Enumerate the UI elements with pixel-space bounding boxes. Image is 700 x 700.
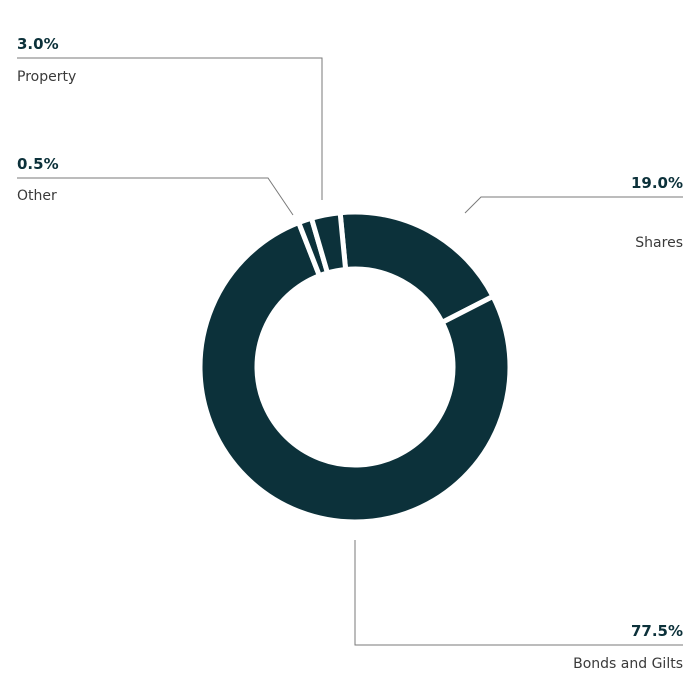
label-name-shares: Shares xyxy=(635,235,683,251)
leader-line-bonds xyxy=(354,540,683,646)
label-value-other: 0.5% xyxy=(17,155,59,173)
label-value-property: 3.0% xyxy=(17,35,59,53)
label-name-property: Property xyxy=(17,69,76,85)
label-name-bonds: Bonds and Gilts xyxy=(573,656,683,672)
label-name-other: Other xyxy=(17,188,57,204)
leader-line-property xyxy=(17,57,323,200)
leader-line-shares xyxy=(464,196,683,214)
slice-bonds-and-gilts xyxy=(197,219,513,525)
label-value-shares: 19.0% xyxy=(631,174,683,192)
slice-property xyxy=(308,209,349,277)
label-value-bonds: 77.5% xyxy=(631,622,683,640)
leader-line-other xyxy=(17,177,294,216)
